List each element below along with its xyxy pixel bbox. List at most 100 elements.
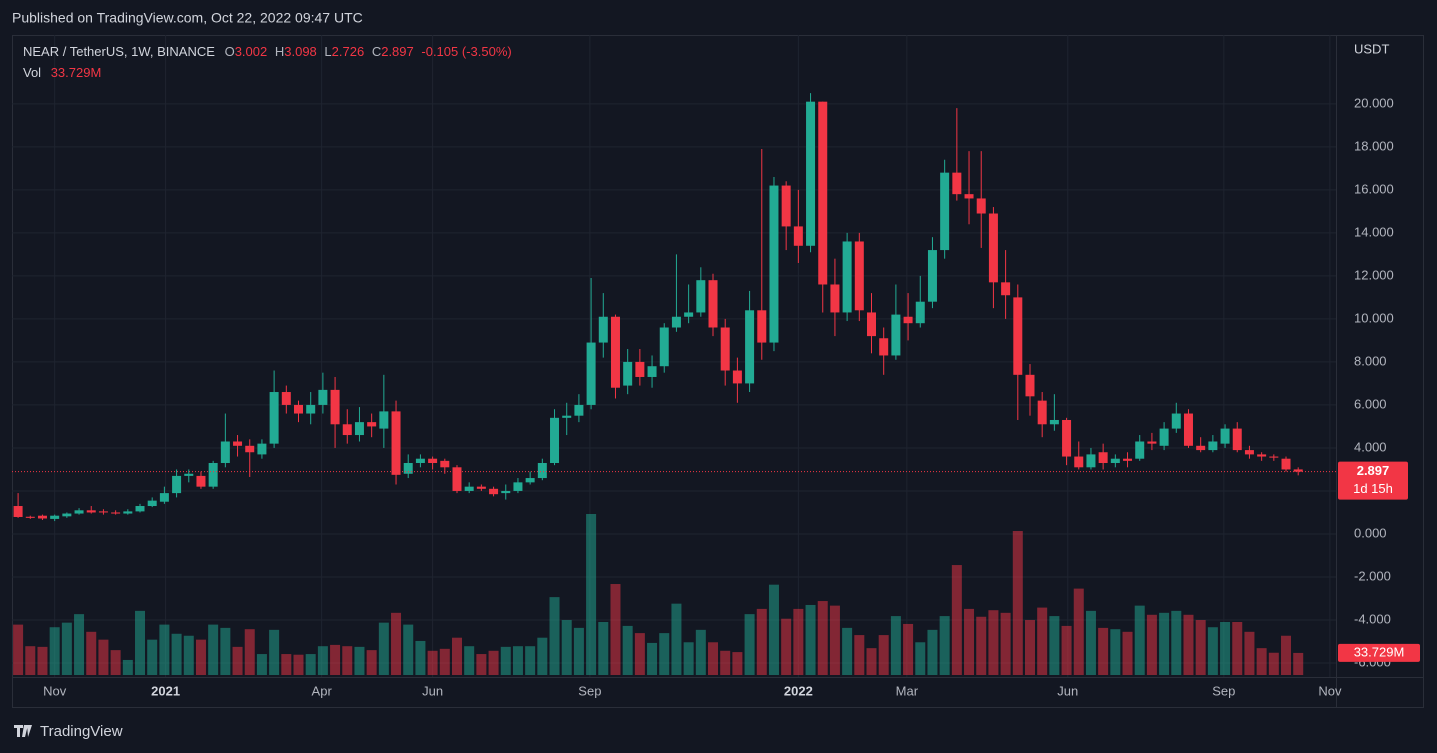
volume-bar (427, 650, 438, 675)
candle-body (574, 404, 584, 416)
volume-bar (927, 629, 938, 675)
volume-bar (866, 648, 877, 675)
candle-body (98, 511, 108, 513)
x-tick-label: Nov (1318, 683, 1342, 698)
candle-body (147, 500, 157, 507)
legend-label: L (324, 44, 331, 59)
candle-body (1147, 441, 1157, 444)
candle-body (1183, 413, 1193, 446)
candle-body (318, 389, 328, 405)
volume-bar (805, 604, 816, 675)
volume-bar (98, 639, 109, 675)
volume-bar (1134, 605, 1145, 675)
candle-body (269, 392, 279, 444)
volume-bar (1207, 627, 1218, 675)
y-tick-label: 20.000 (1354, 95, 1394, 110)
candle-body (1232, 428, 1242, 451)
candle-body (915, 301, 925, 324)
volume-bar (1293, 652, 1304, 675)
candle-body (294, 404, 304, 414)
volume-bar (269, 629, 280, 675)
volume-bar (915, 642, 926, 675)
volume-bar (256, 654, 267, 675)
volume-bar (25, 646, 36, 675)
published-note: Published on TradingView.com, Oct 22, 20… (12, 10, 363, 26)
candle-body (281, 392, 291, 405)
volume-bar (793, 608, 804, 675)
volume-bar (110, 650, 121, 675)
volume-bar (768, 584, 779, 675)
axis-label-bg (1338, 37, 1422, 63)
candle-body (464, 486, 474, 491)
candle-body (1257, 454, 1267, 457)
symbol: NEAR / TetherUS, 1W, BINANCE (23, 44, 215, 59)
candle-body (379, 411, 389, 429)
legend-value: 3.098 (284, 44, 317, 59)
volume-bar (208, 624, 219, 675)
volume-bar (305, 654, 316, 675)
y-tick-label: -2.000 (1354, 568, 1391, 583)
y-tick-label: 0.000 (1354, 525, 1387, 540)
volume-legend: Vol 33.729M (23, 65, 101, 80)
x-tick-label: Sep (578, 683, 601, 698)
candle-body (501, 490, 511, 494)
y-axis-label: USDT (1354, 41, 1389, 56)
candle-body (403, 463, 413, 474)
candle-body (440, 460, 450, 468)
candle-body (1037, 400, 1047, 425)
logo-mark (14, 725, 32, 737)
x-tick-label: Nov (43, 683, 67, 698)
volume-bar (744, 614, 755, 675)
candle-body (598, 316, 608, 343)
volume-bar (220, 627, 231, 675)
candle-body (1025, 374, 1035, 397)
volume-bar (573, 627, 584, 675)
volume-bar (1183, 614, 1194, 675)
candle-body (257, 443, 267, 455)
volume-bars (13, 514, 1304, 675)
volume-bar (610, 584, 621, 675)
candle-body (647, 366, 657, 377)
candle-body (903, 316, 913, 324)
x-tick-label: Sep (1212, 683, 1235, 698)
candle-body (964, 194, 974, 199)
brand: TradingView (40, 723, 123, 740)
volume-bar (951, 565, 962, 675)
candle-body (623, 361, 633, 386)
countdown: 1d 15h (1353, 481, 1393, 496)
candle-body (1110, 458, 1120, 463)
candle-body (37, 515, 47, 519)
volume-bar (244, 629, 255, 675)
candle-body (123, 511, 133, 514)
volume-bar (378, 622, 389, 675)
candle-body (1062, 419, 1072, 457)
volume-bar (647, 642, 658, 675)
candle-body (696, 280, 706, 313)
candle-body (415, 458, 425, 463)
volume-bar (817, 601, 828, 675)
candle-body (952, 172, 962, 195)
legend: NEAR / TetherUS, 1W, BINANCE O3.002 H3.0… (23, 44, 512, 59)
candle-body (1208, 441, 1218, 451)
volume-bar (525, 646, 536, 675)
volume-bar (183, 635, 194, 675)
candle-body (342, 424, 352, 436)
candle-body (233, 441, 243, 446)
candle-body (25, 516, 35, 518)
candle-body (391, 411, 401, 475)
volume-bar (330, 644, 341, 675)
candle-body (830, 284, 840, 313)
volume-bar (1232, 621, 1243, 675)
legend-label: O (225, 44, 235, 59)
volume-bar (1159, 612, 1170, 675)
volume-bar (829, 605, 840, 675)
volume-bar (488, 650, 499, 675)
candle-body (781, 185, 791, 227)
volume-bar (854, 635, 865, 675)
volume-bar (122, 659, 133, 675)
volume-bar (1049, 616, 1060, 675)
price-badge-label: 2.897 (1357, 463, 1390, 478)
volume-bar (720, 650, 731, 675)
volume-bar (74, 614, 85, 675)
